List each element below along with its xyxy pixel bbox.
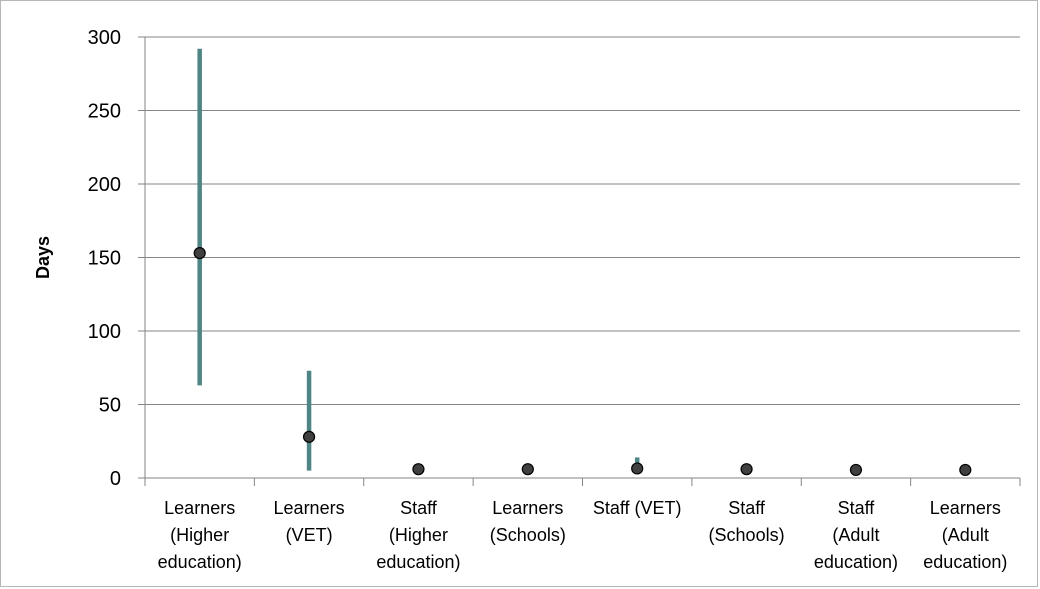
x-category-label: (Schools) [490, 525, 566, 545]
x-category-label: (Adult [832, 525, 879, 545]
x-category-label: (Adult [942, 525, 989, 545]
x-category-label: (VET) [286, 525, 333, 545]
data-point [849, 463, 863, 477]
x-category-label: Staff (VET) [593, 498, 682, 518]
y-tick-label: 250 [88, 101, 121, 123]
data-point [740, 463, 753, 476]
data-point [959, 463, 972, 477]
x-category-label: Learners [930, 498, 1001, 518]
x-category-label: Staff [838, 498, 876, 518]
x-category-label: Learners [492, 498, 563, 518]
x-category-label: Staff [400, 498, 438, 518]
x-category-label: Staff [728, 498, 766, 518]
x-category-label: Learners [274, 498, 345, 518]
y-tick-label: 150 [88, 248, 121, 270]
data-point [521, 463, 534, 476]
data-point [631, 462, 644, 475]
data-point [193, 246, 206, 260]
y-tick-label: 0 [110, 468, 121, 490]
x-category-label: Learners [164, 498, 235, 518]
x-category-label: education) [376, 552, 460, 572]
y-axis-title: Days [33, 236, 53, 279]
y-tick-label: 300 [88, 27, 121, 49]
y-tick-label: 200 [88, 174, 121, 196]
data-point [412, 463, 425, 476]
x-category-label: (Higher [170, 525, 229, 545]
x-category-label: (Higher [389, 525, 448, 545]
x-category-label: education) [158, 552, 242, 572]
data-point [302, 430, 316, 443]
x-category-label: education) [814, 552, 898, 572]
x-category-label: (Schools) [709, 525, 785, 545]
y-tick-label: 50 [99, 395, 121, 417]
x-category-label: education) [923, 552, 1007, 572]
y-tick-label: 100 [88, 321, 121, 343]
